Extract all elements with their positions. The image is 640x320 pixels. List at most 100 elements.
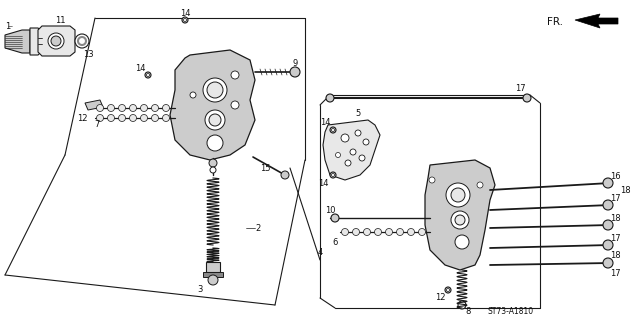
Text: 5: 5 <box>355 108 360 117</box>
Circle shape <box>209 159 217 167</box>
Circle shape <box>210 167 216 173</box>
Polygon shape <box>425 160 495 270</box>
Circle shape <box>451 211 469 229</box>
Circle shape <box>48 33 64 49</box>
Circle shape <box>603 240 613 250</box>
Text: 14: 14 <box>135 63 145 73</box>
Text: 3: 3 <box>197 285 203 294</box>
Polygon shape <box>5 30 30 53</box>
Circle shape <box>350 149 356 155</box>
Circle shape <box>374 228 381 236</box>
Text: 14: 14 <box>320 117 330 126</box>
Text: 11: 11 <box>55 15 65 25</box>
Circle shape <box>208 275 218 285</box>
Circle shape <box>397 228 403 236</box>
Text: 18: 18 <box>610 213 621 222</box>
Polygon shape <box>30 28 40 55</box>
Circle shape <box>603 258 613 268</box>
Text: 8: 8 <box>465 308 470 316</box>
Circle shape <box>447 289 449 292</box>
Circle shape <box>451 188 465 202</box>
Text: ST73-A1810: ST73-A1810 <box>488 308 534 316</box>
Circle shape <box>342 228 349 236</box>
Circle shape <box>207 82 223 98</box>
Circle shape <box>163 105 170 111</box>
Circle shape <box>446 183 470 207</box>
Circle shape <box>145 72 151 78</box>
Text: FR.: FR. <box>547 17 563 27</box>
Circle shape <box>364 228 371 236</box>
Circle shape <box>97 105 104 111</box>
Circle shape <box>332 173 335 177</box>
Circle shape <box>51 36 61 46</box>
Text: 6: 6 <box>332 237 338 246</box>
Circle shape <box>455 235 469 249</box>
Circle shape <box>152 115 159 122</box>
Text: 4: 4 <box>318 247 323 257</box>
Bar <box>203 272 223 277</box>
Circle shape <box>458 301 466 309</box>
Text: 18: 18 <box>610 252 621 260</box>
Circle shape <box>118 115 125 122</box>
Text: 10: 10 <box>324 205 335 214</box>
Circle shape <box>147 74 150 76</box>
Circle shape <box>455 215 465 225</box>
Circle shape <box>330 172 336 178</box>
Circle shape <box>209 114 221 126</box>
Text: 12: 12 <box>435 293 445 302</box>
Circle shape <box>141 115 147 122</box>
Circle shape <box>231 71 239 79</box>
Circle shape <box>332 129 335 132</box>
Circle shape <box>355 130 361 136</box>
Circle shape <box>331 214 339 222</box>
Text: 15: 15 <box>260 164 270 172</box>
Circle shape <box>603 178 613 188</box>
Text: 17: 17 <box>610 194 621 203</box>
Circle shape <box>603 220 613 230</box>
Text: 7: 7 <box>94 119 100 129</box>
Circle shape <box>129 105 136 111</box>
Circle shape <box>203 78 227 102</box>
Circle shape <box>477 182 483 188</box>
Circle shape <box>359 155 365 161</box>
Circle shape <box>326 94 334 102</box>
Circle shape <box>281 171 289 179</box>
Circle shape <box>363 139 369 145</box>
Circle shape <box>603 200 613 210</box>
Circle shape <box>118 105 125 111</box>
Circle shape <box>385 228 392 236</box>
Text: 18: 18 <box>620 186 630 195</box>
Circle shape <box>97 115 104 122</box>
Circle shape <box>108 105 115 111</box>
Polygon shape <box>323 120 380 180</box>
Text: 17: 17 <box>610 234 621 243</box>
Circle shape <box>141 105 147 111</box>
Circle shape <box>75 34 89 48</box>
Text: 9: 9 <box>292 59 298 68</box>
Circle shape <box>353 228 360 236</box>
Circle shape <box>290 67 300 77</box>
Polygon shape <box>170 50 255 160</box>
Circle shape <box>345 160 351 166</box>
Text: 12: 12 <box>77 114 87 123</box>
Circle shape <box>152 105 159 111</box>
Polygon shape <box>38 26 75 56</box>
Circle shape <box>163 115 170 122</box>
Text: 16: 16 <box>610 172 621 180</box>
Circle shape <box>108 115 115 122</box>
Circle shape <box>184 19 186 21</box>
Circle shape <box>429 177 435 183</box>
Circle shape <box>419 228 426 236</box>
Text: 17: 17 <box>610 268 621 277</box>
Circle shape <box>408 228 415 236</box>
Bar <box>206 262 220 272</box>
Circle shape <box>523 94 531 102</box>
Circle shape <box>205 110 225 130</box>
Circle shape <box>445 287 451 293</box>
Circle shape <box>231 101 239 109</box>
Text: 17: 17 <box>515 84 525 92</box>
Polygon shape <box>575 14 618 28</box>
Circle shape <box>207 135 223 151</box>
Circle shape <box>190 92 196 98</box>
Circle shape <box>182 17 188 23</box>
